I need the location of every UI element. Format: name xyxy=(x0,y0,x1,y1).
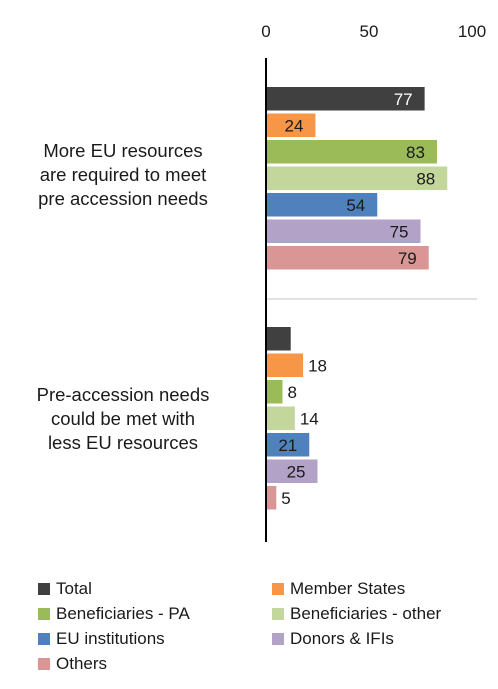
category-label: Pre-accession needs xyxy=(37,384,210,405)
category-label: could be met with xyxy=(51,408,195,429)
legend-label: EU institutions xyxy=(56,629,165,648)
bar-value-label: 21 xyxy=(278,436,297,455)
bar xyxy=(266,380,283,404)
bar xyxy=(266,353,304,377)
bar xyxy=(266,166,448,190)
bar xyxy=(266,459,318,483)
bar xyxy=(266,327,291,351)
bar xyxy=(266,246,429,270)
bar-value-label: 14 xyxy=(300,409,319,428)
legend-item: Donors & IFIs xyxy=(272,628,394,650)
bar xyxy=(266,113,316,137)
bar-value-label: 79 xyxy=(398,249,417,268)
x-tick-label: 0 xyxy=(261,22,270,41)
bar xyxy=(266,140,437,164)
x-tick-label: 50 xyxy=(360,22,379,41)
legend-label: Beneficiaries - PA xyxy=(56,604,190,623)
legend-label: Others xyxy=(56,654,108,673)
legend-label: Beneficiaries - other xyxy=(290,604,442,623)
legend-item: EU institutions xyxy=(38,628,165,650)
bar-value-label: 8 xyxy=(287,383,296,402)
legend-label: Donors & IFIs xyxy=(290,629,394,648)
legend-swatch xyxy=(272,608,284,620)
bar-value-label: 83 xyxy=(406,143,425,162)
bar xyxy=(266,406,295,430)
bar xyxy=(266,219,421,243)
bar-value-label: 54 xyxy=(346,196,365,215)
category-label: pre accession needs xyxy=(38,188,208,209)
legend-item: Beneficiaries - other xyxy=(272,603,441,625)
legend-swatch xyxy=(38,658,50,670)
legend-swatch xyxy=(38,633,50,645)
legend-swatch xyxy=(38,583,50,595)
legend-label: Total xyxy=(56,579,92,598)
bar-value-label: 88 xyxy=(416,169,435,188)
bar-value-label: 12 xyxy=(296,330,315,349)
legend-item: Beneficiaries - PA xyxy=(38,603,190,625)
legend-swatch xyxy=(272,583,284,595)
legend-swatch xyxy=(272,633,284,645)
bar-value-label: 24 xyxy=(285,116,304,135)
legend-item: Others xyxy=(38,653,107,675)
category-label: less EU resources xyxy=(48,432,198,453)
legend-item: Member States xyxy=(272,578,405,600)
bar-value-label: 25 xyxy=(287,462,306,481)
legend-item: Total xyxy=(38,578,92,600)
x-tick-label: 100 xyxy=(458,22,486,41)
bar-value-label: 75 xyxy=(390,222,409,241)
bar xyxy=(266,87,425,111)
legend-swatch xyxy=(38,608,50,620)
category-label: More EU resources xyxy=(43,140,202,161)
bar xyxy=(266,433,310,457)
bar-value-label: 5 xyxy=(281,489,290,508)
category-label: are required to meet xyxy=(40,164,207,185)
legend-label: Member States xyxy=(290,579,406,598)
bar-value-label: 77 xyxy=(394,90,413,109)
bar xyxy=(266,193,378,217)
bar xyxy=(266,486,277,510)
bar-value-label: 18 xyxy=(308,356,327,375)
